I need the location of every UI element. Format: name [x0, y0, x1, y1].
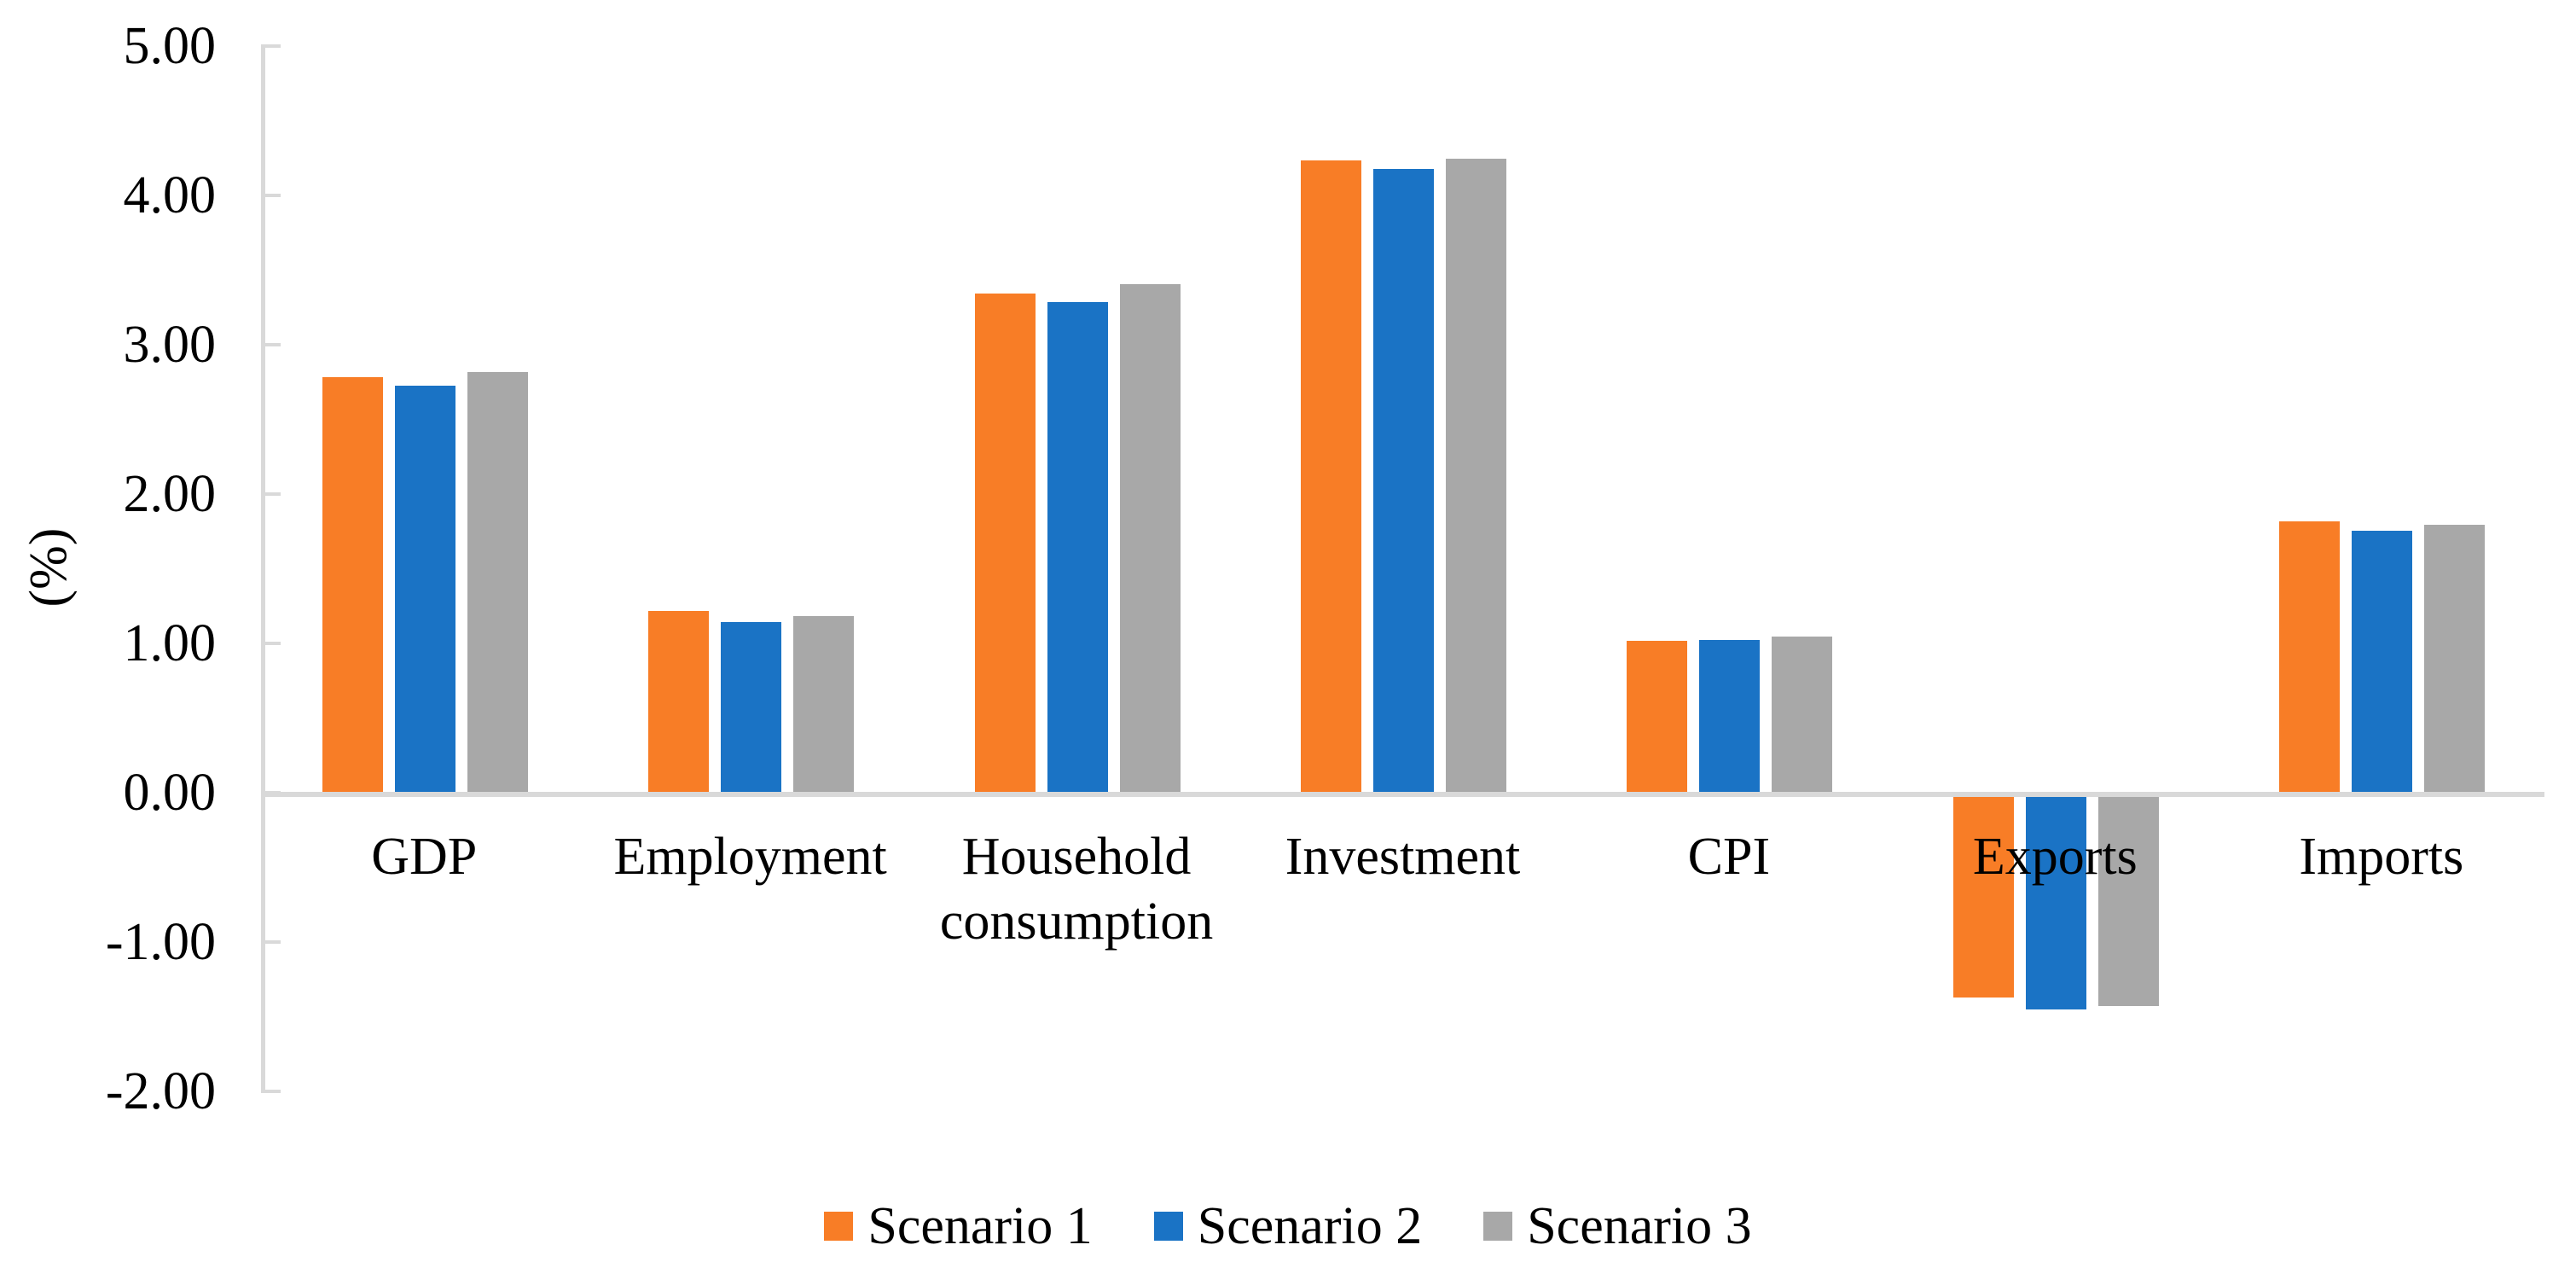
legend-label: Scenario 1 — [867, 1197, 1093, 1255]
category-label-household-consumption: Household consumption — [939, 828, 1214, 951]
category-label-gdp: GDP — [371, 828, 478, 886]
y-tick — [261, 194, 281, 197]
y-tick-label: 4.00 — [123, 166, 217, 224]
legend: Scenario 1 Scenario 2 Scenario 3 — [0, 1195, 2576, 1258]
bar-scenario-3-exports — [2098, 797, 2159, 1006]
y-tick-label: 1.00 — [123, 614, 217, 672]
y-tick — [261, 1090, 281, 1093]
y-tick-label: 2.00 — [123, 465, 217, 523]
category-label-exports: Exports — [1972, 828, 2138, 886]
bar-scenario-1-exports — [1953, 797, 2014, 998]
bar-scenario-3-investment — [1446, 159, 1506, 792]
legend-item-scenario-3: Scenario 3 — [1483, 1197, 1752, 1255]
y-tick-label: -1.00 — [105, 913, 216, 971]
y-tick — [261, 940, 281, 944]
y-tick — [261, 44, 281, 48]
bar-scenario-3-employment — [793, 616, 854, 793]
category-label-cpi: CPI — [1687, 828, 1771, 886]
category-label-investment: Investment — [1285, 828, 1521, 886]
bar-scenario-3-gdp — [467, 372, 528, 792]
category-label-employment: Employment — [613, 828, 887, 886]
y-tick — [261, 492, 281, 496]
bar-scenario-2-exports — [2026, 797, 2086, 1009]
bar-scenario-2-imports — [2352, 531, 2412, 792]
legend-marker-scenario-1 — [824, 1212, 854, 1241]
bar-scenario-1-gdp — [322, 377, 383, 792]
bar-scenario-3-household-consumption — [1120, 284, 1181, 792]
x-axis-line — [261, 792, 2544, 797]
y-tick-label: 3.00 — [123, 316, 217, 374]
bar-scenario-3-imports — [2424, 525, 2485, 792]
y-tick — [261, 791, 281, 794]
bar-scenario-1-employment — [648, 611, 709, 792]
bar-scenario-1-investment — [1301, 160, 1361, 792]
bar-scenario-1-household-consumption — [975, 294, 1036, 793]
y-tick-label: -2.00 — [105, 1062, 216, 1120]
y-tick — [261, 642, 281, 645]
bar-scenario-1-imports — [2279, 521, 2340, 792]
legend-label: Scenario 2 — [1197, 1197, 1423, 1255]
bar-scenario-2-gdp — [395, 386, 455, 792]
y-tick-label: 0.00 — [123, 764, 217, 822]
bar-scenario-2-household-consumption — [1047, 302, 1108, 792]
category-label-imports: Imports — [2299, 828, 2464, 886]
legend-marker-scenario-2 — [1153, 1212, 1183, 1241]
bar-scenario-2-employment — [721, 622, 781, 792]
y-axis-line — [261, 44, 265, 1093]
bar-scenario-2-investment — [1373, 169, 1434, 792]
legend-item-scenario-2: Scenario 2 — [1153, 1197, 1423, 1255]
bar-scenario-2-cpi — [1699, 640, 1760, 793]
bar-scenario-3-cpi — [1772, 637, 1832, 792]
y-tick-label: 5.00 — [123, 17, 217, 75]
legend-marker-scenario-3 — [1483, 1212, 1513, 1241]
y-tick — [261, 343, 281, 346]
legend-item-scenario-1: Scenario 1 — [824, 1197, 1093, 1255]
legend-label: Scenario 3 — [1527, 1197, 1752, 1255]
bar-scenario-1-cpi — [1627, 641, 1687, 792]
